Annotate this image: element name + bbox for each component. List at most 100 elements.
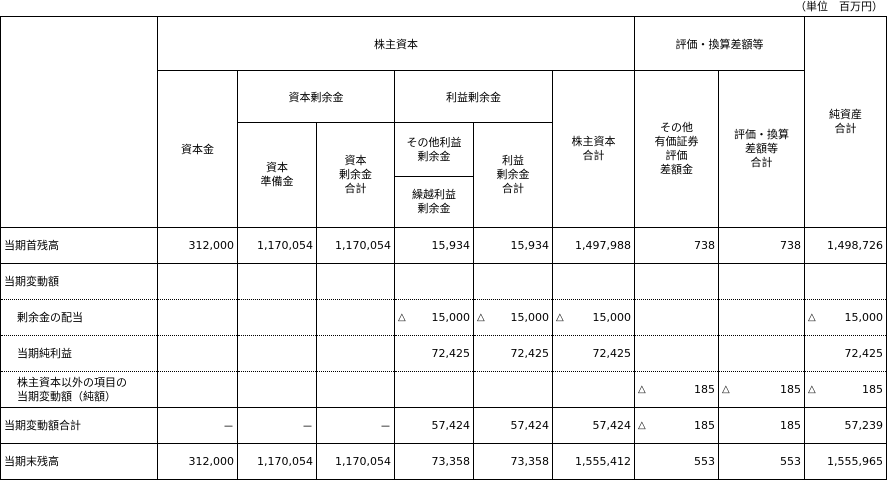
row-label: 当期首残高 [0, 227, 158, 264]
table-cell [804, 263, 887, 300]
table-cell: △ 15,000 [394, 299, 474, 336]
table-cell [394, 371, 474, 408]
table-cell: △ 185 [634, 371, 719, 408]
cell-value: 738 [694, 239, 715, 252]
negative-mark: △ [556, 312, 564, 323]
table-cell: 15,934 [394, 227, 474, 264]
table-cell: － [316, 407, 395, 444]
table-cell: 1,170,054 [316, 443, 395, 480]
table-row: 当期純利益 72,425 72,425 72,425 72,425 [0, 335, 887, 372]
table-cell: 72,425 [552, 335, 635, 372]
row-label: 当期変動額 [0, 263, 158, 300]
corner-header [0, 16, 158, 228]
table-cell: 57,424 [473, 407, 553, 444]
cell-value: 15,000 [844, 311, 884, 324]
table-cell: 15,934 [473, 227, 553, 264]
row-label: 当期変動額合計 [0, 407, 158, 444]
table-cell: △ 185 [804, 371, 887, 408]
header-other-retained-group: その他利益 剰余金 繰越利益 剰余金 [394, 122, 474, 228]
table-cell [157, 263, 238, 300]
table-cell [157, 299, 238, 336]
table-cell [718, 299, 805, 336]
cell-value: 553 [694, 455, 715, 468]
table-cell: 738 [634, 227, 719, 264]
table-cell [552, 371, 635, 408]
table-cell [237, 299, 317, 336]
table-cell [634, 335, 719, 372]
table-cell: 73,358 [473, 443, 553, 480]
header-retained-earnings: 利益剰余金 [394, 70, 553, 123]
cell-value: 1,170,054 [257, 239, 313, 252]
cell-value: 1,170,054 [257, 455, 313, 468]
table-cell [552, 263, 635, 300]
table-cell [316, 335, 395, 372]
table-cell [237, 371, 317, 408]
table-cell: － [237, 407, 317, 444]
cell-value: － [223, 419, 234, 433]
unit-label: （単位 百万円） [795, 0, 883, 13]
table-row: 当期末残高 312,000 1,170,054 1,170,054 73,358 73,3… [0, 443, 887, 480]
table-cell [473, 263, 553, 300]
table-cell [473, 371, 553, 408]
table-cell [316, 299, 395, 336]
table-cell: 72,425 [804, 335, 887, 372]
table-cell: 312,000 [157, 443, 238, 480]
cell-value: 57,424 [592, 419, 632, 432]
table-cell: 738 [718, 227, 805, 264]
cell-value: 15,000 [592, 311, 632, 324]
header-other-securities: その他 有価証券 評価 差額金 [634, 70, 719, 228]
table-cell: 1,555,412 [552, 443, 635, 480]
table-cell [237, 335, 317, 372]
table-cell: 57,424 [394, 407, 474, 444]
table-cell [718, 335, 805, 372]
row-label: 剰余金の配当 [0, 299, 158, 336]
header-capital-reserve: 資本 準備金 [237, 122, 317, 228]
table-cell: 553 [634, 443, 719, 480]
table-body: 当期首残高 312,000 1,170,054 1,170,054 15,934 15,9… [0, 227, 887, 480]
table-row: 当期変動額合計 － － － 57,424 57,424 57,424 △ 185 185 57,23… [0, 407, 887, 444]
cell-value: 15,934 [510, 239, 550, 252]
cell-value: 312,000 [188, 455, 235, 468]
table-cell: △ 185 [634, 407, 719, 444]
cell-value: － [380, 419, 391, 433]
table-row: 当期首残高 312,000 1,170,054 1,170,054 15,934 15,9… [0, 227, 887, 264]
table-cell: － [157, 407, 238, 444]
table-cell [718, 263, 805, 300]
table-cell [316, 263, 395, 300]
cell-value: 73,358 [431, 455, 471, 468]
cell-value: 185 [694, 419, 715, 432]
table-cell: 1,497,988 [552, 227, 635, 264]
cell-value: 185 [780, 383, 801, 396]
header-capital-surplus: 資本剰余金 [237, 70, 395, 123]
cell-value: 1,555,412 [575, 455, 631, 468]
header-retained-carried: 繰越利益 剰余金 [412, 188, 456, 215]
cell-value: 72,425 [592, 347, 632, 360]
table-cell: 1,498,726 [804, 227, 887, 264]
table-cell: △ 185 [718, 371, 805, 408]
cell-value: 72,425 [431, 347, 471, 360]
table-cell: △ 15,000 [473, 299, 553, 336]
table-cell [634, 299, 719, 336]
negative-mark: △ [722, 384, 730, 395]
header-retained-total: 利益 剰余金 合計 [473, 122, 553, 228]
row-label: 当期末残高 [0, 443, 158, 480]
table-cell: 1,555,965 [804, 443, 887, 480]
cell-value: 1,497,988 [575, 239, 631, 252]
negative-mark: △ [398, 312, 406, 323]
cell-value: 1,555,965 [827, 455, 883, 468]
cell-value: 185 [862, 383, 883, 396]
header-shareholders-equity: 株主資本 [157, 16, 635, 71]
table-cell [157, 371, 238, 408]
cell-value: 185 [694, 383, 715, 396]
header-equity-total: 株主資本 合計 [552, 70, 635, 228]
table-cell: 1,170,054 [316, 227, 395, 264]
table-cell: 72,425 [473, 335, 553, 372]
cell-value: 57,424 [431, 419, 471, 432]
table-cell: 57,239 [804, 407, 887, 444]
negative-mark: △ [477, 312, 485, 323]
table-cell: △ 15,000 [552, 299, 635, 336]
cell-value: 185 [780, 419, 801, 432]
cell-value: 72,425 [844, 347, 884, 360]
statement-of-changes-table: 株主資本 評価・換算差額等 純資産 合計 資本金 資本剰余金 利益剰余金 株主資… [0, 16, 887, 480]
table-row: 当期変動額 [0, 263, 887, 300]
